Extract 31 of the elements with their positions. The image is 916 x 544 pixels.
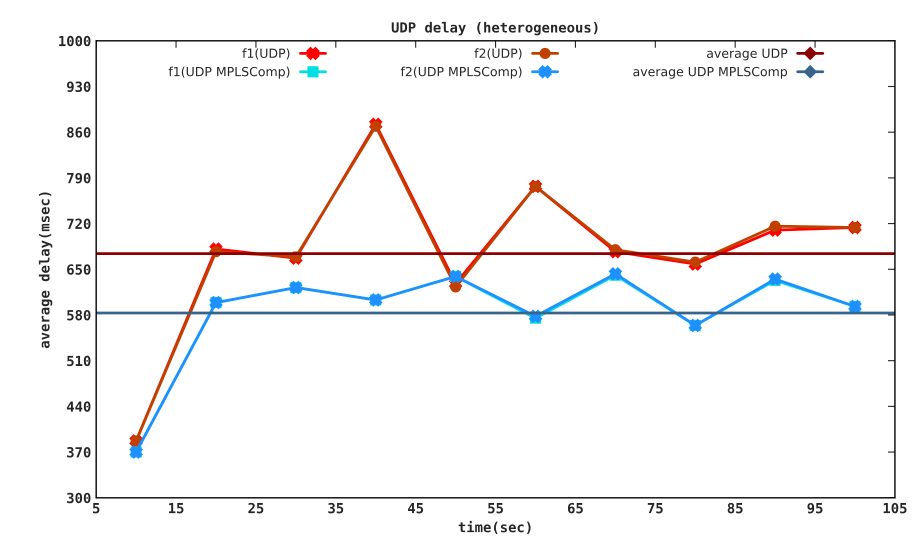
x-tick-label: 35 <box>328 502 344 514</box>
legend-label: average UDP MPLSComp <box>633 66 788 79</box>
legend-label: f2(UDP MPLSComp) <box>400 66 522 79</box>
x-tick-label: 25 <box>248 502 264 514</box>
y-tick-label: 300 <box>67 492 90 504</box>
x-tick-label: 95 <box>807 502 822 514</box>
chart-title: UDP delay (heterogeneous) <box>392 22 598 36</box>
y-tick-label: 580 <box>67 310 90 320</box>
y-tick-label: 440 <box>66 401 90 412</box>
legend-label: average UDP <box>707 48 788 60</box>
x-tick-label: 75 <box>648 503 663 514</box>
legend-label: f1(UDP) <box>242 48 290 60</box>
legend-label: f1(UDP MPLSComp) <box>168 66 290 79</box>
y-axis-title: average delay(msec) <box>38 192 52 348</box>
y-tick-label: 1000 <box>59 36 90 46</box>
legend-label: f2(UDP) <box>474 48 522 60</box>
x-tick-label: 15 <box>168 503 184 514</box>
y-tick-label: 510 <box>67 356 90 366</box>
x-tick-label: 5 <box>92 503 100 514</box>
y-tick-label: 860 <box>67 127 90 138</box>
y-tick-label: 720 <box>67 218 90 230</box>
y-tick-label: 370 <box>67 447 90 458</box>
x-tick-label: 65 <box>568 502 583 514</box>
y-tick-label: 650 <box>67 264 90 275</box>
x-tick-label: 105 <box>884 502 907 514</box>
x-tick-label: 45 <box>408 503 424 514</box>
x-axis-title: time(sec) <box>458 520 531 534</box>
y-tick-label: 790 <box>67 172 90 184</box>
x-tick-label: 55 <box>488 503 503 514</box>
y-tick-label: 930 <box>66 81 90 92</box>
x-tick-label: 85 <box>728 502 743 514</box>
